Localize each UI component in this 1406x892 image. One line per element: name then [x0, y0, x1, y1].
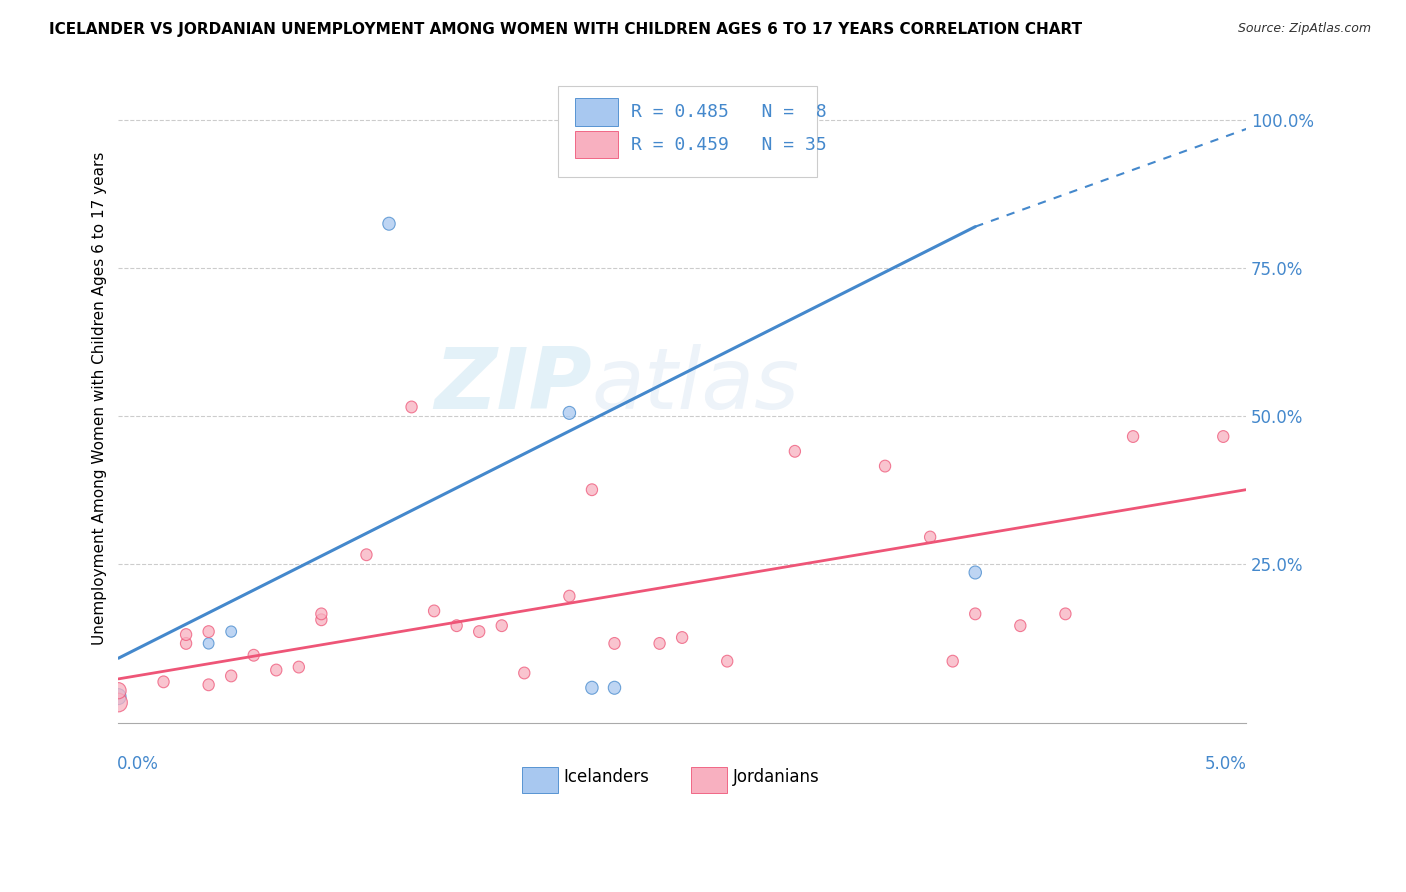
Ellipse shape — [111, 682, 127, 698]
Ellipse shape — [586, 483, 598, 496]
Text: Icelanders: Icelanders — [564, 767, 650, 786]
Text: 5.0%: 5.0% — [1205, 755, 1247, 772]
Ellipse shape — [970, 608, 981, 620]
Ellipse shape — [294, 661, 305, 673]
Text: 0.0%: 0.0% — [117, 755, 159, 772]
FancyBboxPatch shape — [558, 86, 817, 177]
Ellipse shape — [382, 218, 395, 230]
Ellipse shape — [879, 460, 890, 472]
Ellipse shape — [1060, 608, 1071, 620]
Ellipse shape — [202, 625, 214, 638]
Ellipse shape — [270, 665, 283, 676]
Ellipse shape — [676, 632, 688, 643]
Y-axis label: Unemployment Among Women with Children Ages 6 to 17 years: Unemployment Among Women with Children A… — [93, 152, 107, 645]
Ellipse shape — [564, 407, 575, 419]
Ellipse shape — [316, 608, 328, 620]
Text: R = 0.459   N = 35: R = 0.459 N = 35 — [631, 136, 827, 153]
Ellipse shape — [609, 681, 620, 694]
Ellipse shape — [110, 693, 128, 712]
Ellipse shape — [1015, 620, 1026, 632]
Ellipse shape — [654, 638, 665, 649]
FancyBboxPatch shape — [575, 131, 617, 158]
Ellipse shape — [925, 531, 936, 543]
Text: ZIP: ZIP — [434, 343, 592, 426]
Ellipse shape — [474, 625, 485, 638]
Ellipse shape — [519, 667, 530, 679]
Ellipse shape — [609, 638, 620, 649]
Text: atlas: atlas — [592, 343, 800, 426]
Ellipse shape — [226, 626, 236, 637]
Ellipse shape — [564, 591, 575, 602]
Ellipse shape — [157, 676, 169, 688]
Text: ICELANDER VS JORDANIAN UNEMPLOYMENT AMONG WOMEN WITH CHILDREN AGES 6 TO 17 YEARS: ICELANDER VS JORDANIAN UNEMPLOYMENT AMON… — [49, 22, 1083, 37]
Ellipse shape — [361, 549, 373, 561]
Ellipse shape — [247, 649, 259, 661]
Ellipse shape — [406, 401, 418, 413]
Ellipse shape — [429, 605, 440, 617]
Ellipse shape — [789, 445, 800, 458]
Text: Jordanians: Jordanians — [733, 767, 820, 786]
Ellipse shape — [969, 566, 981, 579]
Text: R = 0.485   N =  8: R = 0.485 N = 8 — [631, 103, 827, 121]
Ellipse shape — [586, 681, 598, 694]
Ellipse shape — [111, 689, 127, 705]
Ellipse shape — [1218, 431, 1229, 442]
FancyBboxPatch shape — [575, 98, 617, 126]
Text: Source: ZipAtlas.com: Source: ZipAtlas.com — [1237, 22, 1371, 36]
Ellipse shape — [721, 656, 733, 667]
Ellipse shape — [1128, 431, 1139, 442]
Ellipse shape — [180, 629, 191, 640]
Ellipse shape — [204, 638, 214, 649]
Ellipse shape — [496, 620, 508, 632]
Ellipse shape — [316, 614, 328, 625]
Ellipse shape — [451, 620, 463, 632]
Ellipse shape — [948, 656, 959, 667]
Ellipse shape — [180, 638, 191, 649]
FancyBboxPatch shape — [692, 767, 727, 793]
Ellipse shape — [202, 679, 214, 690]
Ellipse shape — [225, 670, 236, 681]
FancyBboxPatch shape — [522, 767, 558, 793]
